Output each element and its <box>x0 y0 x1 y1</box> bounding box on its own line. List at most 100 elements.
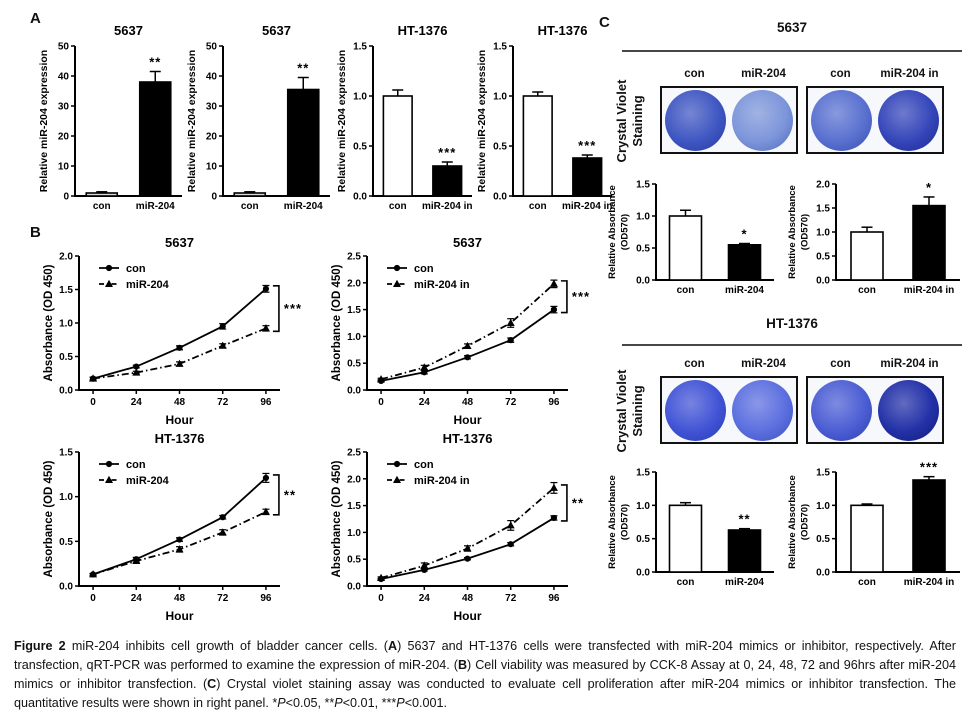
y-tick-label: 0.0 <box>636 568 650 579</box>
chart-canvas: 5637 Absorbance (OD 450) 0.0 0.5 1.0 1.5 2.0 2.… <box>331 235 589 427</box>
category-label: con <box>858 285 876 296</box>
chart-canvas: 5637 Absorbance (OD 450) 0.0 0.5 1.0 1.5 2.0 0 2… <box>43 235 301 427</box>
marker-triangle <box>105 279 113 287</box>
marker-triangle <box>132 368 141 376</box>
section-rule <box>622 50 962 52</box>
marker-circle <box>262 285 270 292</box>
chart-title: HT-1376 <box>155 431 205 446</box>
well-plate-box <box>806 86 944 154</box>
crystal-violet-staining-label: Crystal Violet Staining <box>614 351 646 471</box>
well-group: con miR-204 <box>660 358 798 444</box>
caption-segment: <0.05, ** <box>285 695 335 710</box>
chart-canvas: HT-1376 Absorbance (OD 450) 0.0 0.5 1.0 1.5 2.… <box>331 431 584 623</box>
chart-canvas: Relative Absorbance (OD570) 0.0 0.5 1.0 1.5 2.… <box>787 180 960 296</box>
y-tick-label: 0.5 <box>493 142 507 153</box>
x-tick-label: 0 <box>90 397 96 408</box>
x-tick-label: 72 <box>217 593 229 604</box>
marker-triangle <box>377 573 386 581</box>
well-plate-row-5637: con miR-204 con miR-204 in <box>660 68 944 154</box>
category-label: miR-204 in <box>904 577 955 588</box>
x-tick-label: 24 <box>419 593 431 604</box>
marker-triangle <box>132 556 141 564</box>
y-axis-label: (OD570) <box>800 504 811 540</box>
y-tick-label: 0.0 <box>59 386 73 397</box>
well-plate-box <box>660 376 798 444</box>
y-axis-label: (OD570) <box>800 214 811 250</box>
y-tick-label: 0.0 <box>636 276 650 287</box>
culture-well-con <box>665 379 726 441</box>
line-chart-ht1376-mimic: HT-1376 Absorbance (OD 450) 0.0 0.5 1.0 1.5 0 2… <box>40 430 322 626</box>
marker-triangle <box>420 363 429 371</box>
x-axis-label: Hour <box>166 609 194 623</box>
axes <box>366 452 568 587</box>
marker-circle <box>393 264 401 272</box>
chart-canvas: 5637 Relative miR-204 expression 0 10 20 30 40… <box>186 23 330 212</box>
bar-chart-5637-mimic-1: 5637 Relative miR-204 expression 0 10 20 30 40… <box>38 20 188 222</box>
significance-bracket <box>560 280 568 314</box>
x-tick-label: 96 <box>548 593 560 604</box>
caption-segment: Figure 2 <box>14 639 66 653</box>
marker-triangle <box>105 475 113 483</box>
y-tick-label: 1.5 <box>59 285 73 296</box>
caption-segment: ) Crystal violet staining assay was cond… <box>14 676 957 710</box>
bar-miR-204 in <box>912 479 946 573</box>
y-tick-label: 1.0 <box>59 492 73 503</box>
culture-well-miR-204 <box>732 379 793 441</box>
line-chart-5637-mimic: 5637 Absorbance (OD 450) 0.0 0.5 1.0 1.5 2.0 0 2… <box>40 234 322 430</box>
category-label: con <box>93 201 111 212</box>
category-label: con <box>677 285 695 296</box>
marker-circle <box>550 514 558 522</box>
culture-well-miR-204-in <box>878 89 939 151</box>
legend-label: miR-204 <box>126 279 170 291</box>
chart-title: 5637 <box>262 23 291 38</box>
caption-segment: P <box>396 695 405 710</box>
marker-circle <box>464 354 471 361</box>
significance-stars: *** <box>920 460 938 475</box>
y-tick-label: 40 <box>58 72 70 83</box>
y-axis-label: (OD570) <box>620 504 631 540</box>
marker-circle <box>133 363 140 370</box>
caption-segment: ) Cell viability was measured by CCK-8 A… <box>14 657 956 691</box>
legend-label: miR-204 <box>126 475 170 487</box>
well-label: miR-204 <box>741 68 786 80</box>
y-tick-label: 20 <box>58 132 70 143</box>
bar-con <box>233 192 267 197</box>
category-label: miR-204 <box>725 285 764 296</box>
bar-chart-cv-ht1376-inhibitor: Relative Absorbance (OD570) 0.0 0.5 1.0 1.5 co… <box>786 458 966 598</box>
bar-miR-204 <box>286 88 320 197</box>
stain-label-line: Crystal Violet <box>614 79 629 163</box>
well-label-row: con miR-204 in <box>806 68 944 86</box>
x-tick-label: 96 <box>548 397 560 408</box>
marker-circle <box>176 344 183 351</box>
x-tick-label: 24 <box>131 593 143 604</box>
chart-canvas: Relative Absorbance (OD570) 0.0 0.5 1.0 1.5 co… <box>607 180 774 296</box>
y-axis-label: Relative miR-204 expression <box>186 50 198 192</box>
y-tick-label: 30 <box>206 102 218 113</box>
y-tick-label: 1.0 <box>816 501 830 512</box>
marker-triangle <box>463 544 472 552</box>
well-label: con <box>684 68 705 80</box>
marker-triangle <box>420 561 429 569</box>
well-label: con <box>830 358 851 370</box>
stain-label-line: Staining <box>630 95 645 147</box>
bar-miR-204 <box>727 529 762 573</box>
section-title-ht1376: HT-1376 <box>766 316 818 331</box>
y-tick-label: 1.5 <box>59 448 73 459</box>
x-tick-label: 72 <box>505 397 517 408</box>
y-tick-label: 0 <box>63 192 69 203</box>
y-tick-label: 0.5 <box>59 352 73 363</box>
panel-b-label: B <box>30 224 41 241</box>
marker-circle <box>176 536 183 543</box>
y-tick-label: 0.5 <box>816 252 830 263</box>
significance-stars: ** <box>572 495 584 510</box>
marker-triangle <box>506 521 515 529</box>
x-tick-label: 48 <box>174 397 186 408</box>
section-title-5637: 5637 <box>776 20 808 35</box>
marker-triangle <box>393 279 401 287</box>
stain-label-line: Staining <box>630 385 645 437</box>
legend-label: con <box>414 459 434 471</box>
bar-chart-cv-ht1376-mimic: Relative Absorbance (OD570) 0.0 0.5 1.0 1.5 co… <box>606 458 780 598</box>
well-group: con miR-204 <box>660 68 798 154</box>
bar-con <box>382 95 413 197</box>
marker-triangle <box>377 375 386 383</box>
